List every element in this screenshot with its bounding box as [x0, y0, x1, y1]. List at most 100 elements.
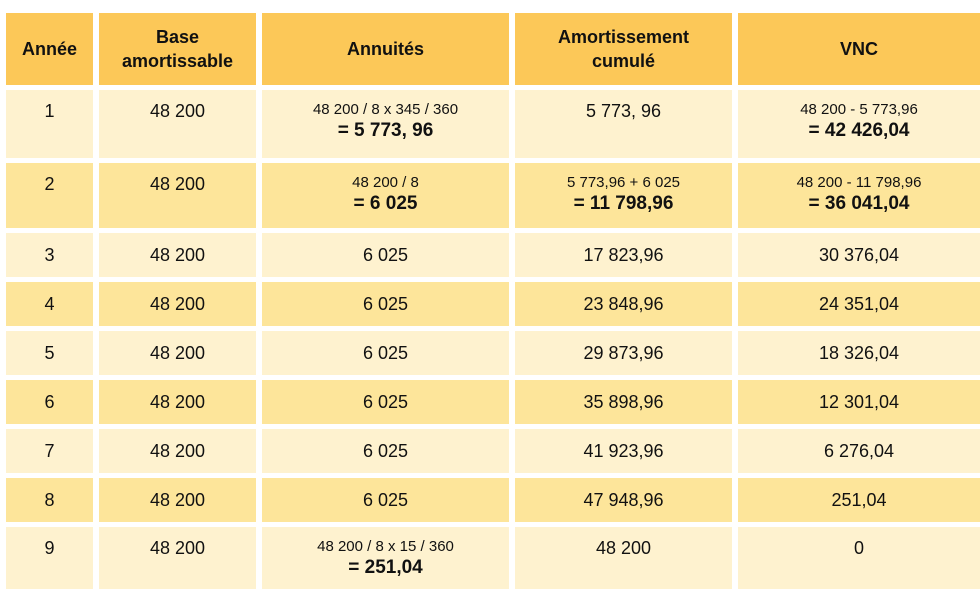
amortization-table: Année Base amortissable Annuités Amortis…: [6, 13, 980, 589]
cell-value: 48 200: [149, 101, 206, 121]
cell-value: 6 276,04: [823, 441, 895, 461]
header-label: Annuités: [346, 39, 424, 59]
cell-vnc: 18 326,04: [738, 331, 980, 375]
cell-cumul: 48 200: [515, 527, 732, 589]
cell-value: 48 200: [595, 538, 652, 558]
cell-cumul: 17 823,96: [515, 233, 732, 277]
calc-result: = 36 041,04: [808, 193, 910, 214]
cell-vnc: 30 376,04: [738, 233, 980, 277]
header-base: Base amortissable: [99, 13, 256, 85]
calc-formula: 5 773,96 + 6 025: [566, 174, 681, 191]
cell-vnc: 251,04: [738, 478, 980, 522]
cell-base: 48 200: [99, 331, 256, 375]
cell-value: 5: [44, 343, 55, 363]
cell-value: 6 025: [362, 490, 409, 510]
cell-value: 9: [44, 538, 55, 558]
cell-annee: 1: [6, 90, 93, 158]
cell-base: 48 200: [99, 163, 256, 228]
cell-annuite: 6 025: [262, 331, 509, 375]
calc-formula: 48 200 / 8: [352, 174, 419, 191]
cell-annee: 8: [6, 478, 93, 522]
cell-cumul: 23 848,96: [515, 282, 732, 326]
cell-value: 48 200: [149, 245, 206, 265]
calc-formula: 48 200 / 8 x 15 / 360: [317, 538, 454, 555]
cell-base: 48 200: [99, 282, 256, 326]
cell-base: 48 200: [99, 527, 256, 589]
cell-annee: 3: [6, 233, 93, 277]
calc-formula: 48 200 / 8 x 345 / 360: [312, 101, 459, 118]
cell-base: 48 200: [99, 380, 256, 424]
cell-value: 2: [44, 174, 55, 194]
cell-vnc: 24 351,04: [738, 282, 980, 326]
cell-vnc: 12 301,04: [738, 380, 980, 424]
cell-value: 18 326,04: [818, 343, 900, 363]
cell-cumul: 5 773, 96: [515, 90, 732, 158]
cell-value: 30 376,04: [818, 245, 900, 265]
cell-value: 5 773, 96: [585, 101, 662, 121]
header-vnc: VNC: [738, 13, 980, 85]
cell-annuite: 6 025: [262, 282, 509, 326]
cell-vnc: 0: [738, 527, 980, 589]
cell-value: 6 025: [362, 343, 409, 363]
cell-value: 3: [44, 245, 55, 265]
cell-value: 17 823,96: [583, 245, 664, 265]
cell-cumul: 35 898,96: [515, 380, 732, 424]
calc-formula: 48 200 - 11 798,96: [796, 174, 922, 191]
calc-result: = 251,04: [348, 557, 423, 578]
cell-value: 6 025: [362, 441, 409, 461]
cell-value: 7: [44, 441, 55, 461]
cell-value: 48 200: [149, 392, 206, 412]
calc-result: = 6 025: [353, 193, 418, 214]
header-cumul: Amortissement cumulé: [515, 13, 732, 85]
cell-annee: 7: [6, 429, 93, 473]
header-label: VNC: [839, 39, 878, 59]
calc-result: = 5 773, 96: [337, 120, 434, 141]
header-annee: Année: [6, 13, 93, 85]
cell-vnc: 6 276,04: [738, 429, 980, 473]
cell-value: 48 200: [149, 490, 206, 510]
cell-value: 48 200: [149, 174, 206, 194]
calc-formula: 48 200 - 5 773,96: [800, 101, 918, 118]
cell-annee: 5: [6, 331, 93, 375]
cell-value: 6 025: [362, 245, 409, 265]
cell-value: 1: [44, 101, 55, 121]
header-annuites: Annuités: [262, 13, 509, 85]
cell-annuite: 6 025: [262, 478, 509, 522]
cell-value: 6 025: [362, 294, 409, 314]
cell-value: 48 200: [149, 294, 206, 314]
cell-value: 47 948,96: [583, 490, 664, 510]
cell-cumul: 29 873,96: [515, 331, 732, 375]
cell-cumul: 47 948,96: [515, 478, 732, 522]
cell-value: 6: [44, 392, 55, 412]
cell-annuite: 6 025: [262, 233, 509, 277]
calc-result: = 11 798,96: [573, 193, 674, 214]
cell-annuite: 6 025: [262, 380, 509, 424]
cell-value: 23 848,96: [583, 294, 664, 314]
cell-vnc: 48 200 - 11 798,96 = 36 041,04: [738, 163, 980, 228]
cell-value: 48 200: [149, 538, 206, 558]
cell-value: 0: [853, 538, 864, 558]
cell-annee: 4: [6, 282, 93, 326]
cell-value: 24 351,04: [818, 294, 900, 314]
cell-value: 8: [44, 490, 55, 510]
cell-base: 48 200: [99, 478, 256, 522]
cell-annee: 6: [6, 380, 93, 424]
cell-value: 48 200: [149, 343, 206, 363]
cell-value: 12 301,04: [818, 392, 900, 412]
cell-cumul: 5 773,96 + 6 025 = 11 798,96: [515, 163, 732, 228]
header-label: Année: [21, 39, 77, 59]
header-label: Base amortissable: [121, 27, 234, 71]
cell-value: 35 898,96: [583, 392, 664, 412]
cell-base: 48 200: [99, 429, 256, 473]
cell-annee: 2: [6, 163, 93, 228]
cell-base: 48 200: [99, 233, 256, 277]
cell-vnc: 48 200 - 5 773,96 = 42 426,04: [738, 90, 980, 158]
cell-value: 41 923,96: [583, 441, 664, 461]
cell-base: 48 200: [99, 90, 256, 158]
cell-value: 29 873,96: [583, 343, 664, 363]
cell-value: 4: [44, 294, 55, 314]
cell-cumul: 41 923,96: [515, 429, 732, 473]
cell-value: 6 025: [362, 392, 409, 412]
cell-annuite: 48 200 / 8 = 6 025: [262, 163, 509, 228]
calc-result: = 42 426,04: [808, 120, 910, 141]
